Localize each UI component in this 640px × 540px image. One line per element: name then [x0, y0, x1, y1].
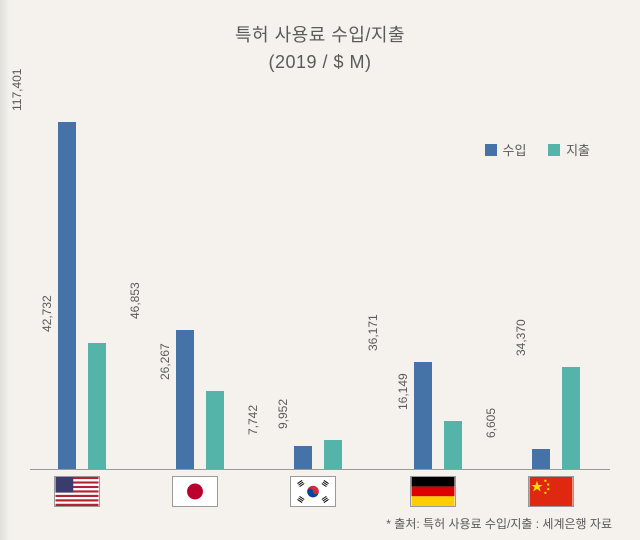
- bar-expense-usa: 42,732: [88, 343, 106, 469]
- bar-label-income-usa: 117,401: [10, 11, 24, 111]
- source-text: * 출처: 특허 사용료 수입/지출 : 세계은행 자료: [386, 515, 612, 532]
- flag-usa: [54, 476, 100, 507]
- chart-title: 특허 사용료 수입/지출 (2019 / $ M): [0, 0, 640, 76]
- bar-expense-china: 34,370: [562, 367, 580, 469]
- bar-label-expense-korea: 9,952: [276, 329, 290, 429]
- flag-row: [30, 476, 610, 510]
- bar-label-expense-japan: 26,267: [158, 280, 172, 380]
- bar-expense-korea: 9,952: [324, 440, 342, 469]
- flag-korea: [290, 476, 336, 507]
- flag-china: [528, 476, 574, 507]
- bar-income-usa: 117,401: [58, 122, 76, 469]
- chart-title-line2: (2019 / $ M): [0, 49, 640, 76]
- chart-area: 117,401 42,732 46,853 26,267 7,742 9,952 36,17…: [30, 115, 610, 470]
- bar-income-germany: 36,171: [414, 362, 432, 469]
- bar-label-expense-china: 34,370: [514, 256, 528, 356]
- chart-title-line1: 특허 사용료 수입/지출: [0, 22, 640, 49]
- bar-label-income-germany: 36,171: [366, 251, 380, 351]
- left-edge-shadow: [0, 0, 10, 540]
- bar-label-expense-usa: 42,732: [40, 232, 54, 332]
- bar-label-income-korea: 7,742: [246, 335, 260, 435]
- flag-germany: [410, 476, 456, 507]
- bar-income-china: 6,605: [532, 449, 550, 469]
- bar-expense-germany: 16,149: [444, 421, 462, 469]
- bar-label-income-china: 6,605: [484, 338, 498, 438]
- bar-income-korea: 7,742: [294, 446, 312, 469]
- bar-expense-japan: 26,267: [206, 391, 224, 469]
- flag-japan: [172, 476, 218, 507]
- x-axis: [30, 469, 610, 470]
- bar-label-expense-germany: 16,149: [396, 310, 410, 410]
- bar-label-income-japan: 46,853: [128, 219, 142, 319]
- bar-income-japan: 46,853: [176, 330, 194, 469]
